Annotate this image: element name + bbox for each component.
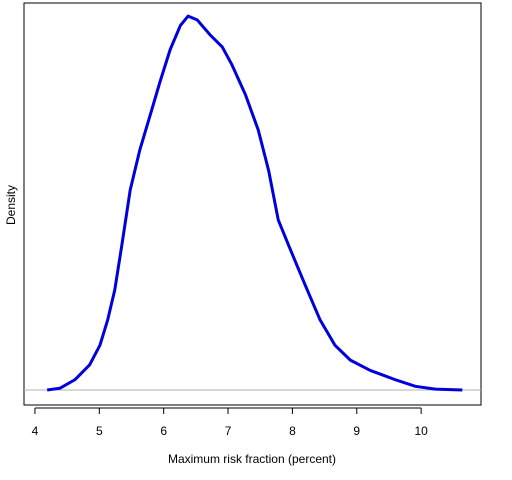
x-tick-label: 5	[96, 424, 103, 438]
x-axis-label: Maximum risk fraction (percent)	[168, 452, 336, 466]
density-line	[46, 14, 463, 392]
x-tick-label: 7	[225, 424, 232, 438]
x-tick-label: 10	[414, 424, 428, 438]
x-tick-label: 6	[160, 424, 167, 438]
y-axis-label: Density	[4, 185, 18, 225]
plot-frame	[23, 2, 482, 406]
x-tick-label: 8	[289, 424, 296, 438]
x-tick-label: 9	[353, 424, 360, 438]
x-tick-label: 4	[32, 424, 39, 438]
